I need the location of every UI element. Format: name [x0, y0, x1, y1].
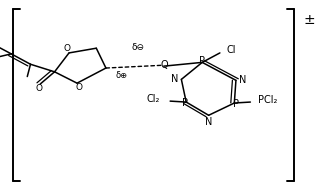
Text: δ⊖: δ⊖	[132, 43, 144, 52]
Text: P: P	[233, 99, 239, 109]
Text: O: O	[64, 44, 71, 53]
Text: Cl₂: Cl₂	[146, 94, 160, 104]
Text: Q: Q	[161, 60, 169, 70]
Text: ±: ±	[303, 13, 315, 27]
Text: N: N	[171, 74, 178, 84]
Text: N: N	[205, 117, 212, 127]
Text: O: O	[35, 84, 42, 93]
Text: Cl: Cl	[226, 45, 236, 54]
Text: δ⊕: δ⊕	[116, 71, 128, 81]
Text: N: N	[239, 75, 246, 85]
Text: PCl₂: PCl₂	[258, 95, 278, 105]
Text: P: P	[199, 57, 205, 66]
Text: O: O	[75, 83, 82, 92]
Text: P: P	[182, 98, 187, 108]
